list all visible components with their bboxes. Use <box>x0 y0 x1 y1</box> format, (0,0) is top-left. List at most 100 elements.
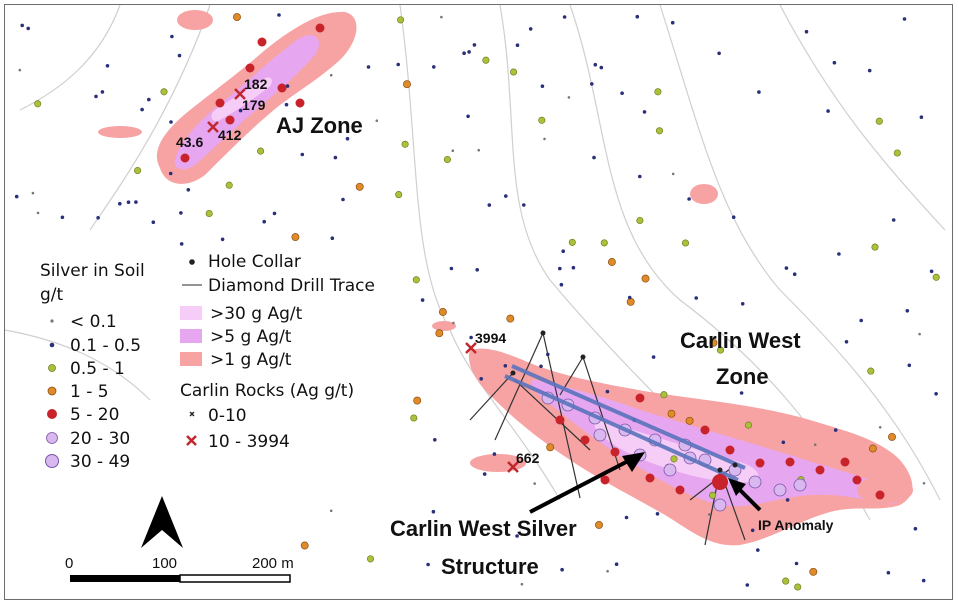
soil-sample <box>186 188 191 192</box>
soil-sample <box>888 432 896 441</box>
legend-soil-20-30: 20 - 30 <box>70 429 130 449</box>
soil-sample <box>562 15 567 19</box>
soil-sample <box>105 64 110 68</box>
soil-sample <box>614 562 619 566</box>
soil-sample <box>750 528 755 533</box>
soil-sample-20-49 <box>793 478 807 492</box>
soil-sample <box>784 266 789 270</box>
soil-sample <box>479 377 484 381</box>
soil-sample <box>433 438 437 442</box>
soil-sample <box>782 577 790 585</box>
soil-sample <box>875 117 883 125</box>
soil-sample <box>233 13 241 22</box>
soil-samples-high <box>180 23 885 512</box>
soil-sample <box>595 520 603 529</box>
soil-sample-5-20 <box>245 63 255 73</box>
soil-sample <box>871 243 879 251</box>
soil-sample <box>886 570 891 575</box>
north-arrow <box>141 496 183 548</box>
soil-sample <box>624 515 629 520</box>
soil-sample <box>600 239 608 247</box>
soil-sample <box>451 149 455 152</box>
soil-sample-20-49 <box>663 463 677 477</box>
soil-sample <box>832 60 837 65</box>
soil-sample <box>440 15 443 19</box>
soil-sample <box>432 65 436 69</box>
soil-sample <box>794 561 799 566</box>
soil-sample-5-20 <box>277 83 287 93</box>
soil-sample <box>740 302 745 306</box>
sample-label-182: 182 <box>244 76 268 92</box>
soil-sample <box>466 114 470 119</box>
soil-sample <box>403 80 411 89</box>
carlin-west-zone-label-line2: Zone <box>716 364 769 389</box>
soil-sample-5-20 <box>610 447 620 457</box>
soil-sample <box>651 355 656 359</box>
soil-sample <box>520 582 524 586</box>
soil-sample <box>262 219 267 224</box>
soil-sample <box>635 14 640 19</box>
legend-rocks-low: 0-10 <box>208 406 247 426</box>
soil-sample <box>467 50 471 54</box>
soil-sample <box>744 421 753 429</box>
hole-collars <box>510 330 738 473</box>
soil-sample <box>707 513 711 516</box>
soil-sample <box>426 562 430 567</box>
soil-sample <box>794 583 802 591</box>
soil-sample <box>918 332 921 336</box>
soil-sample <box>893 149 901 157</box>
sample-labels: 182 179 43.6 412 3994 662 <box>176 76 540 466</box>
soil-sample-5-20 <box>315 23 325 33</box>
soil-sample <box>558 266 562 271</box>
legend-poly-5: >5 g Ag/t <box>210 327 292 347</box>
soil-sample-5-20 <box>295 98 305 108</box>
carlin-west-silver-structure <box>504 364 746 482</box>
soil-sample <box>560 567 564 572</box>
soil-sample <box>694 296 698 300</box>
soil-sample <box>126 200 131 204</box>
soil-sample <box>685 416 694 425</box>
soil-sample <box>469 335 473 340</box>
soil-sample <box>452 321 455 325</box>
soil-sample <box>366 555 375 563</box>
soil-sample <box>147 97 151 102</box>
soil-sample <box>179 242 184 246</box>
scale-tick-200: 200 m <box>252 555 294 572</box>
soil-sample-20-49 <box>773 483 787 497</box>
soil-sample <box>443 155 451 164</box>
soil-sample <box>96 216 100 220</box>
soil-sample <box>540 84 545 88</box>
soil-sample-5-20 <box>755 458 765 468</box>
soil-sample <box>438 308 447 316</box>
soil-sample <box>921 578 926 583</box>
soil-sample <box>475 268 480 272</box>
soil-sample <box>20 23 25 28</box>
soil-sample <box>168 171 173 176</box>
legend-rocks-high: 10 - 3994 <box>208 432 290 452</box>
soil-sample <box>330 236 335 240</box>
soil-sample <box>492 452 497 456</box>
soil-sample-20-49 <box>713 498 727 512</box>
soil-sample <box>238 108 243 113</box>
soil-sample <box>785 498 790 502</box>
soil-sample <box>34 100 42 108</box>
soil-sample <box>482 56 490 64</box>
soil-sample <box>60 215 65 220</box>
soil-sample <box>859 318 863 323</box>
soil-sample <box>922 482 926 485</box>
soil-sample <box>660 391 668 399</box>
soil-sample <box>833 428 838 432</box>
scale-tick-100: 100 <box>152 555 177 572</box>
soil-sample <box>568 238 576 246</box>
soil-sample <box>177 53 182 58</box>
soil-sample <box>134 200 138 204</box>
soil-sample <box>462 51 466 55</box>
soil-sample <box>681 239 690 247</box>
soil-sample-5-20 <box>257 37 267 47</box>
soil-sample <box>620 91 624 95</box>
soil-sample <box>341 197 345 202</box>
soil-sample <box>809 567 818 576</box>
soil-sample <box>510 68 518 76</box>
soil-sample <box>590 82 594 86</box>
